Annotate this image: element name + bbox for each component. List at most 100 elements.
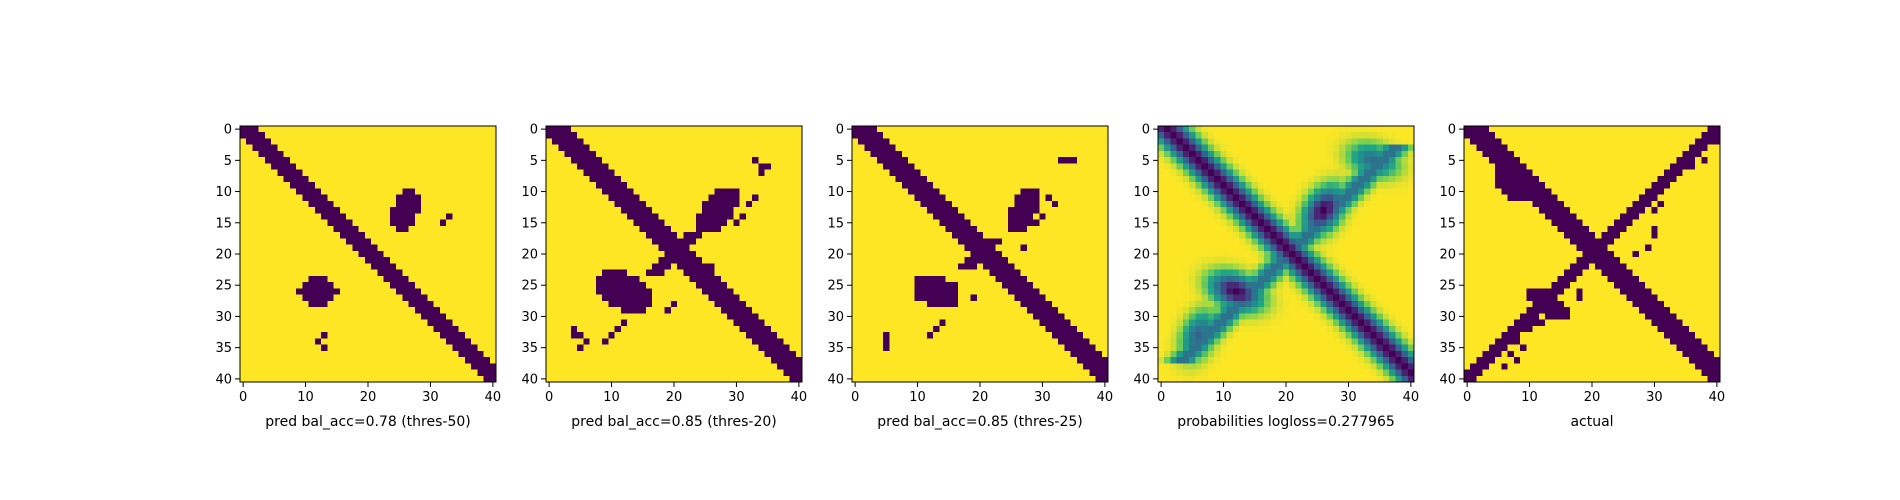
heatmap-cell — [396, 200, 403, 208]
heatmap-cell — [677, 200, 684, 208]
heatmap-cell — [970, 207, 978, 214]
heatmap-cell — [683, 126, 690, 133]
heatmap-cell — [302, 144, 310, 152]
heatmap-cell — [1001, 357, 1009, 364]
heatmap-cell — [283, 138, 291, 146]
heatmap-cell — [695, 232, 703, 239]
heatmap-cell — [252, 182, 260, 189]
heatmap-cell — [608, 332, 616, 339]
heatmap-cell — [764, 313, 772, 320]
heatmap-cell — [1070, 213, 1078, 220]
heatmap-cell — [1101, 219, 1109, 227]
heatmap-cell — [383, 132, 391, 139]
heatmap-cell — [1095, 150, 1103, 158]
heatmap-cell — [389, 132, 397, 139]
heatmap-cell — [1095, 275, 1103, 283]
heatmap-cell — [308, 175, 316, 183]
heatmap-cell — [1026, 213, 1034, 220]
heatmap-cell — [1089, 288, 1096, 295]
heatmap-cell — [1083, 188, 1090, 196]
heatmap-cell — [964, 244, 971, 252]
heatmap-cell — [471, 275, 478, 283]
heatmap-cell — [964, 307, 971, 314]
heatmap-cell — [489, 219, 497, 227]
heatmap-cell — [670, 138, 678, 146]
heatmap-cell — [240, 194, 247, 202]
heatmap-cell — [1076, 219, 1084, 227]
heatmap-cell — [396, 369, 403, 377]
heatmap-cell — [983, 182, 990, 189]
heatmap-cell — [1089, 169, 1096, 177]
heatmap-cell — [595, 269, 603, 277]
heatmap-cell — [908, 144, 915, 152]
heatmap-cell — [333, 257, 341, 264]
heatmap-cell — [914, 263, 922, 270]
heatmap-cell — [546, 357, 553, 364]
heatmap-cell — [770, 282, 778, 289]
heatmap-cell — [1070, 244, 1078, 252]
heatmap-cell — [939, 319, 946, 327]
heatmap-cell — [1001, 157, 1009, 164]
heatmap-cell — [433, 169, 441, 177]
heatmap-cell — [408, 375, 416, 383]
heatmap-cell — [983, 144, 990, 152]
heatmap-cell — [1039, 288, 1046, 295]
heatmap-cell — [758, 225, 765, 233]
heatmap-cell — [389, 325, 397, 333]
heatmap-cell — [633, 207, 640, 214]
heatmap-cell — [864, 269, 872, 277]
heatmap-cell — [546, 338, 553, 345]
heatmap-cell — [246, 188, 253, 196]
heatmap-cell — [620, 357, 628, 364]
heatmap-cell — [364, 275, 372, 283]
heatmap-cell — [777, 307, 784, 314]
heatmap-cell — [240, 250, 247, 258]
heatmap-cell — [377, 138, 384, 146]
heatmap-cell — [1058, 219, 1065, 227]
heatmap-cell — [439, 225, 447, 233]
heatmap-cell — [976, 169, 984, 177]
heatmap-cell — [901, 350, 909, 358]
heatmap-cell — [289, 263, 297, 270]
heatmap-cell — [439, 369, 447, 377]
heatmap-cell — [308, 269, 316, 277]
heatmap-cell — [702, 169, 709, 177]
heatmap-cell — [583, 375, 591, 383]
heatmap-cell — [421, 338, 428, 345]
heatmap-cell — [770, 232, 778, 239]
heatmap-cell — [620, 338, 628, 345]
heatmap-cell — [427, 263, 434, 270]
heatmap-cell — [271, 344, 278, 352]
heatmap-cell — [458, 263, 466, 270]
heatmap-cell — [558, 350, 566, 358]
heatmap-cell — [346, 282, 353, 289]
heatmap-cell — [608, 344, 616, 352]
heatmap-cell — [314, 263, 322, 270]
heatmap-cell — [246, 244, 253, 252]
heatmap-cell — [914, 194, 922, 202]
heatmap-cell — [1076, 238, 1084, 245]
heatmap-cell — [945, 294, 953, 302]
heatmap-cell — [889, 150, 897, 158]
heatmap-cell — [1051, 238, 1059, 245]
heatmap-cell — [1008, 169, 1015, 177]
heatmap-cell — [421, 163, 428, 171]
heatmap-cell — [364, 188, 372, 196]
heatmap-cell — [858, 182, 865, 189]
heatmap-cell — [614, 157, 622, 164]
heatmap-cell — [876, 250, 884, 258]
heatmap-cell — [577, 338, 584, 345]
heatmap-cell — [777, 169, 784, 177]
heatmap-cell — [795, 375, 803, 383]
heatmap-cell — [739, 332, 747, 339]
heatmap-cell — [246, 307, 253, 314]
heatmap-cell — [570, 225, 578, 233]
heatmap-cell — [283, 126, 291, 133]
heatmap-cell — [870, 138, 878, 146]
heatmap-cell — [1051, 269, 1059, 277]
heatmap-cell — [639, 244, 647, 252]
heatmap-cell — [1039, 138, 1046, 146]
heatmap-cell — [264, 232, 272, 239]
heatmap-cell — [745, 257, 753, 264]
heatmap-cell — [377, 200, 384, 208]
